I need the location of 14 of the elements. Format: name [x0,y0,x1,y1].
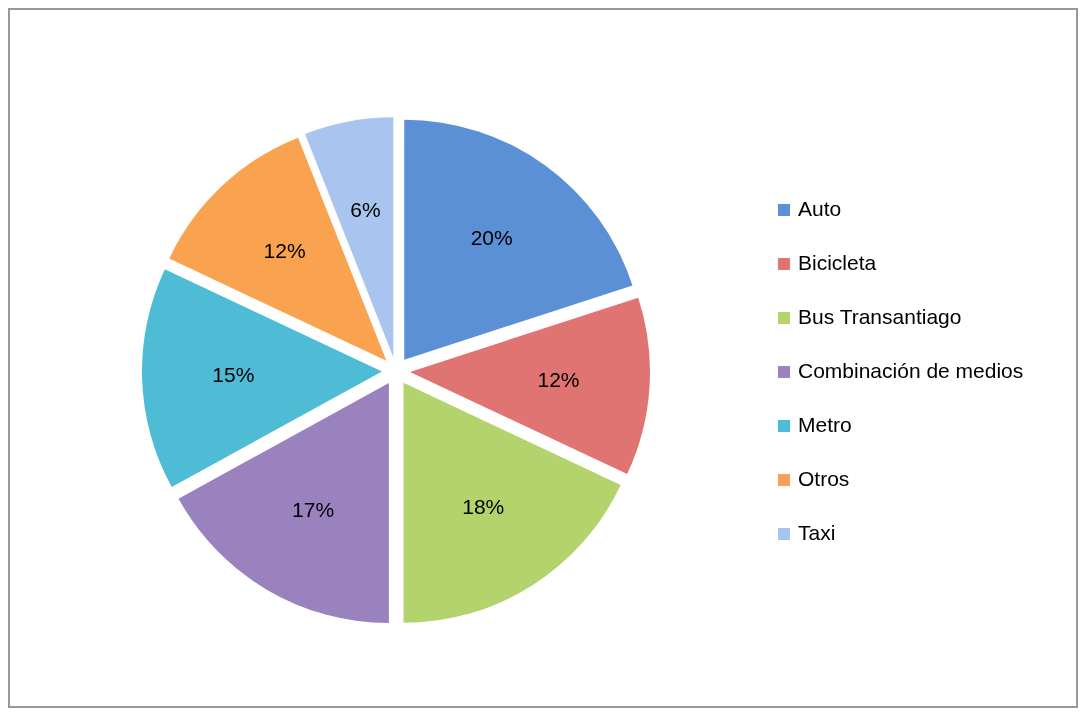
legend-label: Otros [798,466,850,490]
data-label: 12% [537,367,580,391]
data-label: 20% [470,225,513,249]
legend-label: Bus Transantiago [798,304,962,328]
legend-label: Metro [798,412,852,436]
data-label: 18% [462,495,505,518]
data-label: 17% [292,497,335,521]
data-label: 6% [350,197,381,221]
legend-label: Combinación de medios [798,358,1024,382]
legend-label: Bicicleta [798,250,877,274]
legend-label: Taxi [798,520,836,544]
legend-label: Auto [798,196,842,220]
data-label: 15% [212,362,255,386]
data-label: 12% [263,238,306,262]
